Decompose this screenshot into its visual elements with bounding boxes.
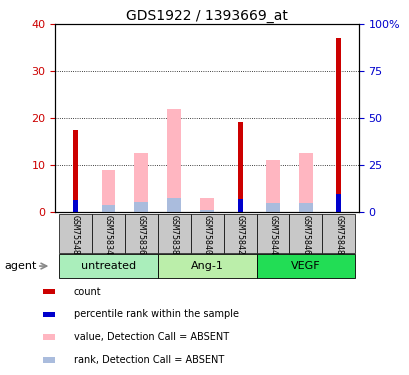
Bar [101,170,115,212]
Bar [200,210,213,212]
Bar [223,214,256,253]
Text: rank, Detection Call = ABSENT: rank, Detection Call = ABSENT [74,355,223,365]
Text: value, Detection Call = ABSENT: value, Detection Call = ABSENT [74,332,228,342]
Bar [336,39,341,212]
Bar [256,214,289,253]
Bar [58,214,91,253]
Bar [124,214,157,253]
Text: GSM75838: GSM75838 [169,215,178,255]
Text: VEGF: VEGF [290,261,320,271]
Bar [336,194,341,212]
Bar [43,289,55,294]
Bar [289,214,322,253]
Text: GSM75844: GSM75844 [268,215,277,255]
Bar [322,214,355,253]
Text: percentile rank within the sample: percentile rank within the sample [74,309,238,319]
Text: GSM75842: GSM75842 [235,215,244,255]
Bar [167,109,180,212]
Text: GSM75848: GSM75848 [334,215,343,255]
Bar [299,153,312,212]
Bar [157,214,190,253]
Bar [237,122,242,212]
Bar [72,130,77,212]
Text: untreated: untreated [80,261,135,271]
Bar [266,160,279,212]
Bar [58,254,157,278]
Text: count: count [74,286,101,297]
Bar [237,199,242,212]
Bar [299,202,312,212]
Bar [91,214,124,253]
Text: GSM75836: GSM75836 [136,215,145,255]
Bar [190,214,223,253]
Text: GSM75548: GSM75548 [70,215,79,255]
Bar [134,153,147,212]
Bar [157,254,256,278]
Bar [43,312,55,317]
Bar [200,198,213,212]
Text: agent: agent [4,261,36,271]
Text: GSM75840: GSM75840 [202,215,211,255]
Bar [101,206,115,212]
Text: GSM75834: GSM75834 [103,215,112,255]
Bar [134,202,147,212]
Text: GSM75846: GSM75846 [301,215,310,255]
Bar [72,200,77,212]
Bar [43,357,55,363]
Title: GDS1922 / 1393669_at: GDS1922 / 1393669_at [126,9,287,23]
Text: Ang-1: Ang-1 [190,261,223,271]
Bar [167,198,180,212]
Bar [266,202,279,212]
Bar [256,254,355,278]
Bar [43,334,55,340]
